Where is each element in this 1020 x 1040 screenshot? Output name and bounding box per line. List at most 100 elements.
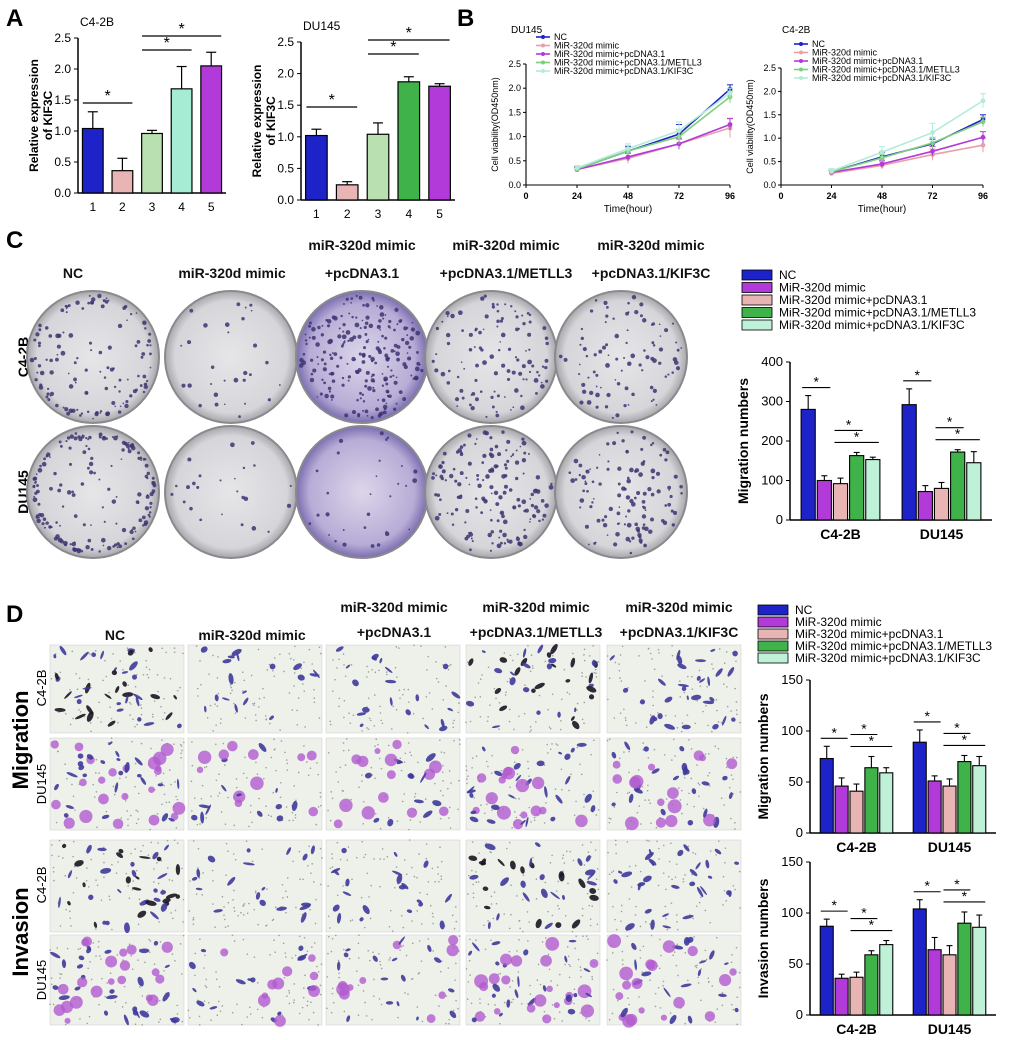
- membrane-pore: [683, 777, 686, 779]
- membrane-pore: [115, 872, 118, 874]
- colony: [628, 540, 632, 543]
- colony: [315, 469, 319, 473]
- membrane-pore: [334, 934, 337, 937]
- membrane-pore: [222, 742, 225, 745]
- stained-cell: [393, 851, 398, 857]
- colony: [386, 436, 390, 440]
- colony: [483, 499, 488, 504]
- colony: [182, 500, 186, 504]
- colony: [535, 475, 541, 480]
- culture-dish: [554, 290, 688, 424]
- stained-cell: [523, 949, 529, 956]
- membrane-pore: [319, 804, 322, 807]
- data-point: [727, 90, 733, 96]
- membrane-pore: [318, 717, 321, 719]
- membrane-pore: [654, 1005, 657, 1008]
- stained-cell: [433, 957, 442, 963]
- stained-cell: [77, 977, 88, 988]
- colony: [617, 482, 621, 486]
- colony: [377, 399, 380, 401]
- colony: [634, 522, 638, 527]
- stained-cell: [259, 899, 266, 907]
- colony: [144, 463, 149, 468]
- membrane-pore: [88, 1015, 91, 1018]
- membrane-pore: [374, 694, 376, 696]
- membrane-pore: [347, 749, 350, 752]
- colony: [149, 506, 152, 509]
- colony: [35, 332, 40, 337]
- colony: [506, 538, 509, 541]
- stained-cell: [520, 820, 526, 825]
- membrane-pore: [480, 804, 482, 806]
- colony: [89, 470, 94, 475]
- membrane-pore: [708, 784, 711, 787]
- membrane-pore: [299, 878, 301, 880]
- legend-swatch: [757, 616, 789, 628]
- colony: [316, 513, 320, 517]
- membrane-pore: [90, 978, 93, 981]
- significance-star: *: [924, 878, 930, 894]
- membrane-pore: [242, 690, 244, 692]
- colony: [38, 323, 42, 328]
- membrane-pore: [551, 743, 553, 745]
- membrane-pore: [175, 795, 177, 798]
- stained-cell: [589, 894, 599, 901]
- colony: [439, 474, 444, 479]
- membrane-pore: [241, 671, 244, 674]
- membrane-pore: [451, 914, 454, 917]
- colony: [460, 361, 463, 363]
- membrane-pore: [734, 828, 736, 830]
- membrane-pore: [158, 921, 160, 923]
- colony: [527, 332, 532, 337]
- colony: [667, 485, 672, 490]
- membrane-pore: [219, 1010, 222, 1013]
- membrane-pore: [735, 709, 738, 711]
- membrane-pore: [615, 843, 617, 846]
- stained-cell: [469, 874, 479, 880]
- colony: [510, 305, 513, 308]
- col-header-nc: NC: [63, 265, 83, 281]
- stained-cell: [426, 1014, 436, 1023]
- panel-d-headers: NC miR-320d mimic miR-320d mimic +pcDNA3…: [105, 599, 738, 643]
- membrane-pore: [407, 688, 410, 691]
- bar: [81, 127, 104, 194]
- colony: [639, 314, 643, 318]
- membrane-pore: [203, 766, 206, 769]
- colony: [368, 354, 372, 358]
- membrane-pore: [717, 721, 720, 723]
- membrane-pore: [220, 718, 222, 720]
- stained-cell: [432, 800, 442, 807]
- colony: [203, 323, 208, 328]
- colony: [365, 303, 370, 308]
- membrane-pore: [205, 765, 208, 768]
- colony: [364, 409, 369, 414]
- colony: [500, 541, 503, 545]
- membrane-pore: [647, 757, 650, 759]
- colony: [66, 490, 72, 495]
- membrane-pore: [317, 1024, 319, 1026]
- colony: [664, 504, 668, 507]
- membrane-pore: [235, 786, 238, 789]
- colony: [147, 339, 152, 343]
- colony: [582, 347, 587, 352]
- membrane-pore: [78, 708, 80, 711]
- colony: [388, 357, 391, 360]
- colony: [328, 390, 332, 393]
- membrane-pore: [708, 772, 711, 774]
- colony: [347, 379, 350, 382]
- membrane-pore: [613, 717, 616, 719]
- colony: [39, 464, 42, 468]
- membrane-pore: [95, 879, 97, 881]
- stained-cell: [63, 813, 69, 818]
- membrane-pore: [583, 654, 585, 656]
- y-tick-label: 2.0: [54, 62, 71, 76]
- membrane-pore: [197, 847, 200, 850]
- membrane-pore: [449, 663, 452, 666]
- stained-cell: [160, 903, 168, 912]
- membrane-pore: [374, 671, 377, 674]
- membrane-pore: [157, 842, 159, 844]
- stained-cell: [86, 711, 94, 722]
- stained-cell: [545, 936, 560, 951]
- colony: [589, 390, 594, 395]
- colony: [491, 405, 495, 409]
